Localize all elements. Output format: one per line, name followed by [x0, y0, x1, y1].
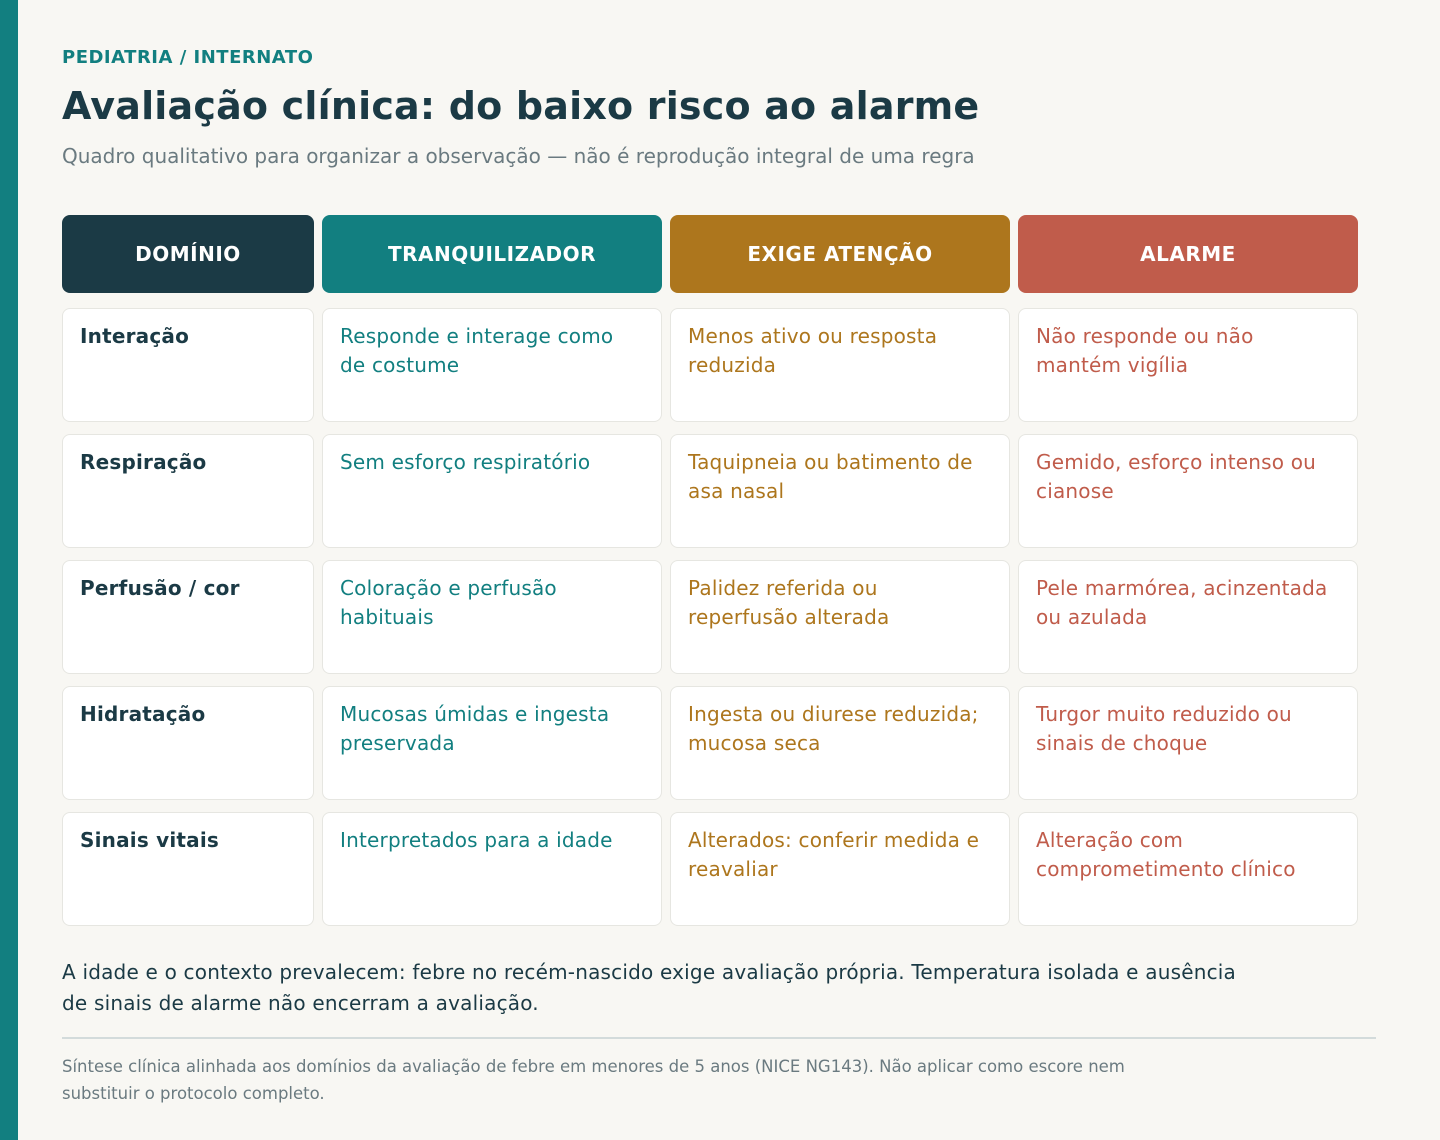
- cell-reassuring: Mucosas úmidas e ingesta preservada: [322, 686, 662, 800]
- cell-domain: Hidratação: [62, 686, 314, 800]
- header-reassuring: TRANQUILIZADOR: [322, 215, 662, 293]
- accent-side-bar: [0, 0, 18, 1140]
- context-note: A idade e o contexto prevalecem: febre n…: [62, 960, 1236, 1015]
- header-domain: DOMÍNIO: [62, 215, 314, 293]
- cell-attention: Taquipneia ou batimento de asa nasal: [670, 434, 1010, 548]
- page-subtitle: Quadro qualitativo para organizar a obse…: [62, 144, 975, 168]
- page-title: Avaliação clínica: do baixo risco ao ala…: [62, 84, 980, 128]
- source-footnote: Síntese clínica alinhada aos domínios da…: [62, 1057, 1125, 1103]
- cell-reassuring: Sem esforço respiratório: [322, 434, 662, 548]
- divider: [62, 1037, 1376, 1039]
- cell-domain: Interação: [62, 308, 314, 422]
- cell-reassuring: Responde e interage como de costume: [322, 308, 662, 422]
- cell-domain: Perfusão / cor: [62, 560, 314, 674]
- cell-reassuring: Coloração e perfusão habituais: [322, 560, 662, 674]
- cell-alarm: Não responde ou não mantém vigília: [1018, 308, 1358, 422]
- cell-attention: Palidez referida ou reperfusão alterada: [670, 560, 1010, 674]
- cell-reassuring: Interpretados para a idade: [322, 812, 662, 926]
- cell-attention: Ingesta ou diurese reduzida; mucosa seca: [670, 686, 1010, 800]
- header-attention: EXIGE ATENÇÃO: [670, 215, 1010, 293]
- header-alarm: ALARME: [1018, 215, 1358, 293]
- cell-domain: Respiração: [62, 434, 314, 548]
- section-eyebrow: PEDIATRIA / INTERNATO: [62, 47, 314, 68]
- cell-alarm: Alteração com comprometimento clínico: [1018, 812, 1358, 926]
- cell-alarm: Pele marmórea, acinzentada ou azulada: [1018, 560, 1358, 674]
- cell-alarm: Turgor muito reduzido ou sinais de choqu…: [1018, 686, 1358, 800]
- cell-attention: Alterados: conferir medida e reavaliar: [670, 812, 1010, 926]
- cell-alarm: Gemido, esforço intenso ou cianose: [1018, 434, 1358, 548]
- cell-domain: Sinais vitais: [62, 812, 314, 926]
- cell-attention: Menos ativo ou resposta reduzida: [670, 308, 1010, 422]
